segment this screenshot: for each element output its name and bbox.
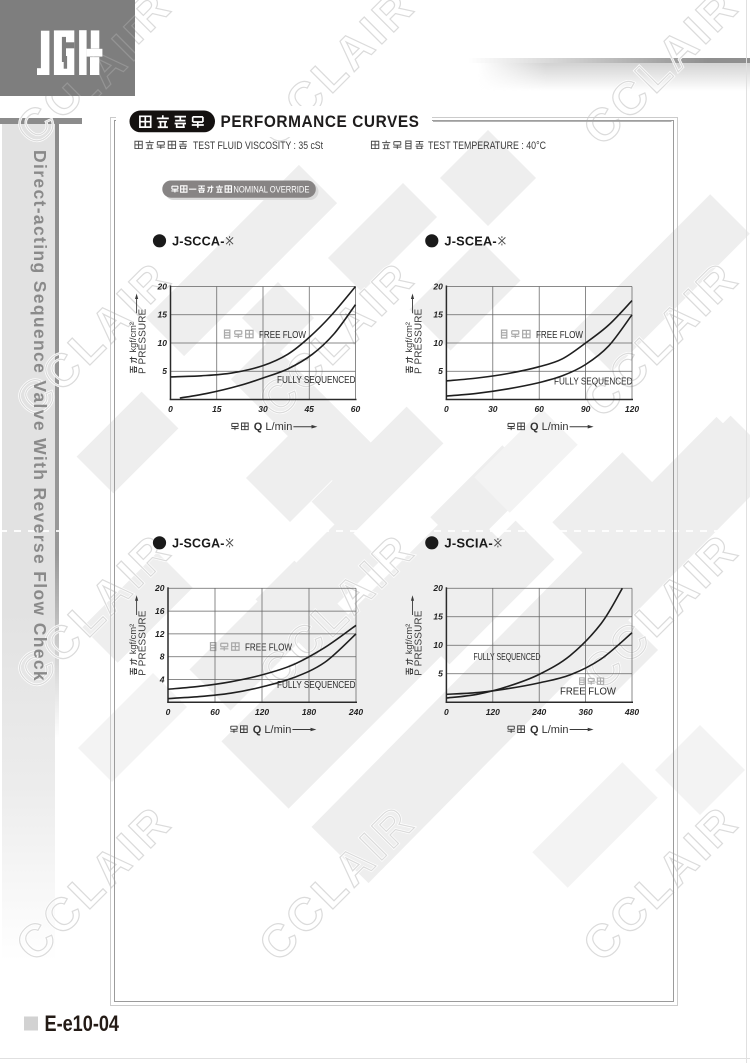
svg-text:180: 180 — [302, 707, 316, 717]
svg-text:4: 4 — [159, 674, 165, 684]
svg-text:FREE FLOW: FREE FLOW — [536, 329, 583, 341]
svg-text:Q L/min: Q L/min — [530, 421, 569, 433]
svg-text:90: 90 — [581, 404, 591, 414]
svg-text:P PRESSURE: P PRESSURE — [138, 308, 149, 374]
svg-text:10: 10 — [433, 640, 443, 650]
svg-text:12: 12 — [155, 629, 165, 639]
svg-text:FREE FLOW: FREE FLOW — [560, 686, 616, 698]
svg-text:15: 15 — [433, 310, 443, 320]
svg-text:15: 15 — [158, 310, 168, 320]
svg-text:8: 8 — [160, 652, 165, 662]
svg-text:0: 0 — [444, 404, 449, 414]
svg-text:J-SCGA-: J-SCGA- — [172, 536, 225, 551]
svg-text:FULLY SEQUENCED: FULLY SEQUENCED — [277, 374, 356, 386]
svg-text:0: 0 — [444, 707, 449, 717]
svg-text:120: 120 — [625, 404, 639, 414]
svg-text:kgf/cm²: kgf/cm² — [404, 322, 414, 352]
svg-text:TEST TEMPERATURE : 40°C: TEST TEMPERATURE : 40°C — [428, 140, 546, 152]
svg-text:E-e10-04: E-e10-04 — [45, 1011, 120, 1036]
svg-text:240: 240 — [348, 707, 363, 717]
svg-text:30: 30 — [488, 404, 498, 414]
svg-text:120: 120 — [255, 707, 269, 717]
svg-text:kgf/cm²: kgf/cm² — [128, 624, 138, 654]
svg-text:240: 240 — [531, 707, 546, 717]
svg-text:5: 5 — [438, 669, 443, 679]
svg-text:FREE FLOW: FREE FLOW — [245, 642, 292, 654]
svg-text:FULLY SEQUENCED: FULLY SEQUENCED — [474, 651, 541, 663]
svg-text:FULLY SEQUENCED: FULLY SEQUENCED — [277, 679, 356, 691]
svg-text:30: 30 — [258, 404, 268, 414]
svg-text:0: 0 — [166, 707, 171, 717]
svg-text:120: 120 — [486, 707, 500, 717]
svg-text:20: 20 — [154, 583, 165, 593]
svg-text:NOMINAL OVERRIDE: NOMINAL OVERRIDE — [233, 185, 309, 196]
svg-text:360: 360 — [579, 707, 593, 717]
svg-text:FULLY SEQUENCED: FULLY SEQUENCED — [554, 376, 633, 388]
svg-text:5: 5 — [162, 366, 167, 376]
svg-text:PERFORMANCE CURVES: PERFORMANCE CURVES — [221, 113, 420, 131]
svg-text:TEST FLUID VISCOSITY : 35 cSt: TEST FLUID VISCOSITY : 35 cSt — [193, 140, 323, 152]
svg-text:Q L/min: Q L/min — [253, 724, 292, 736]
svg-text:J-SCCA-: J-SCCA- — [172, 234, 225, 249]
svg-text:20: 20 — [432, 281, 443, 291]
svg-text:kgf/cm²: kgf/cm² — [404, 624, 414, 654]
svg-text:0: 0 — [168, 404, 173, 414]
svg-text:10: 10 — [433, 338, 443, 348]
svg-text:480: 480 — [624, 707, 639, 717]
svg-text:kgf/cm²: kgf/cm² — [128, 322, 138, 352]
svg-text:60: 60 — [534, 404, 544, 414]
svg-text:J-SCIA-: J-SCIA- — [444, 536, 493, 551]
svg-text:20: 20 — [432, 583, 443, 593]
svg-text:20: 20 — [157, 281, 168, 291]
svg-text:Q L/min: Q L/min — [254, 421, 293, 433]
svg-text:15: 15 — [433, 612, 443, 622]
svg-text:P PRESSURE: P PRESSURE — [413, 610, 424, 676]
svg-text:10: 10 — [158, 338, 168, 348]
svg-text:J-SCEA-: J-SCEA- — [444, 234, 497, 249]
svg-text:45: 45 — [303, 404, 314, 414]
svg-text:Q L/min: Q L/min — [530, 724, 569, 736]
svg-text:P PRESSURE: P PRESSURE — [138, 610, 149, 676]
svg-text:60: 60 — [351, 404, 361, 414]
svg-text:60: 60 — [210, 707, 220, 717]
svg-text:5: 5 — [438, 366, 443, 376]
svg-text:P PRESSURE: P PRESSURE — [413, 308, 424, 374]
svg-text:16: 16 — [155, 606, 165, 616]
svg-text:15: 15 — [212, 404, 222, 414]
svg-text:FREE FLOW: FREE FLOW — [259, 329, 306, 341]
